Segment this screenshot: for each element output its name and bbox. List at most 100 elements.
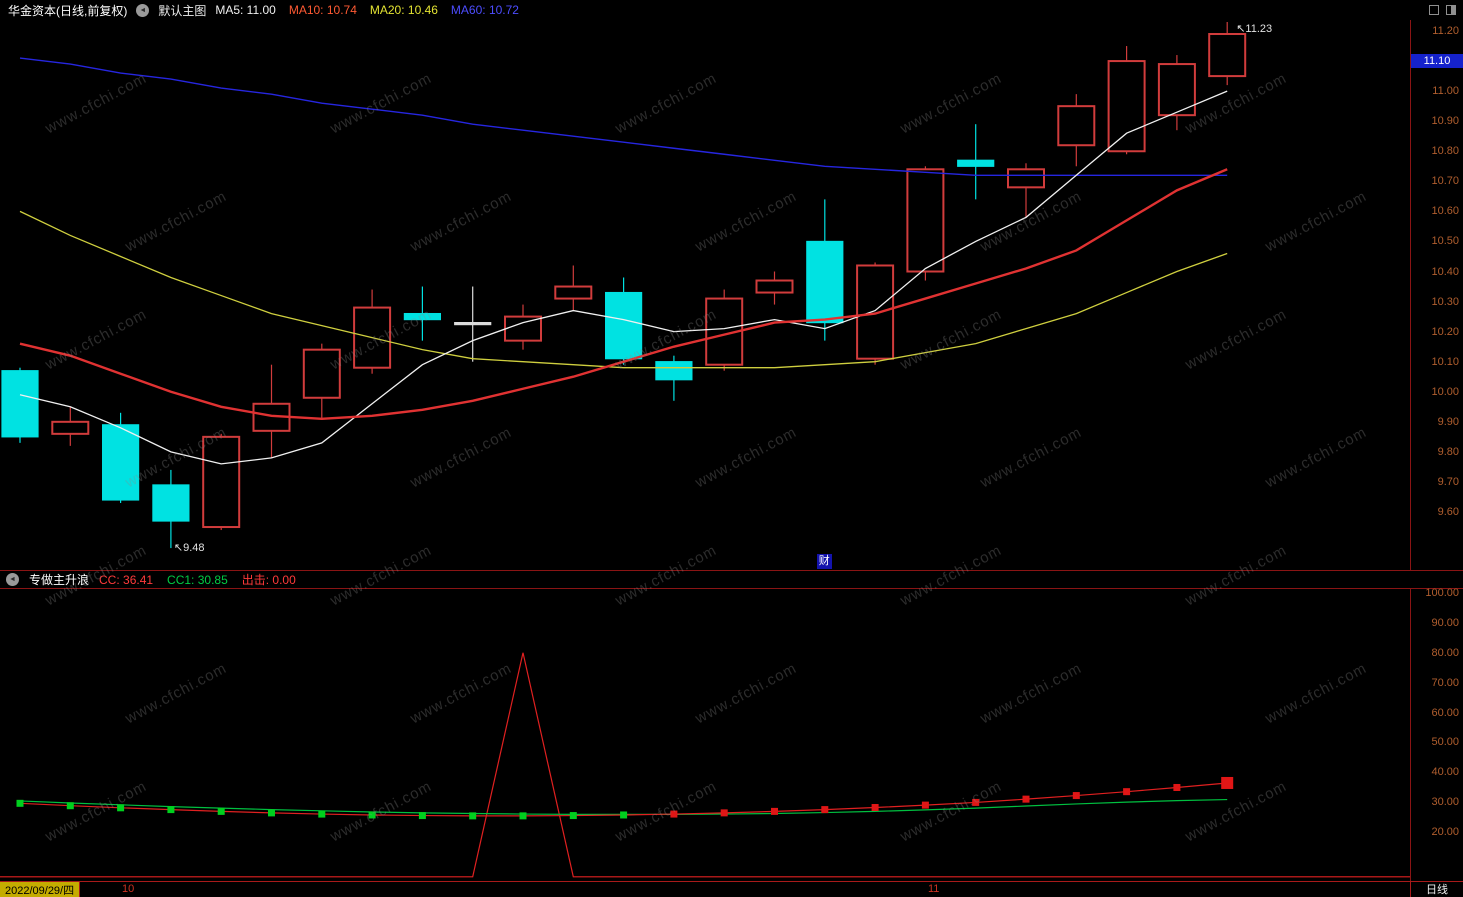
candle [755, 271, 794, 305]
indicator-square [972, 798, 980, 806]
price-axis-label: 10.60 [1431, 205, 1459, 218]
stock-title: 华金资本(日线,前复权) [8, 3, 128, 18]
indicator-title[interactable]: 专做主升浪 [29, 573, 90, 587]
indicator-axis-label: 30.00 [1431, 796, 1459, 809]
price-axis-label: 10.50 [1431, 235, 1459, 248]
main-chart-row: ↖11.23 ↖9.48 财 11.20 11.10 11.00 10.90 10.80 10… [0, 20, 1463, 571]
indicator-square [921, 801, 929, 809]
price-axis-label: 10.10 [1431, 355, 1459, 368]
indicator-square [318, 810, 326, 818]
indicator-square [771, 807, 778, 815]
price-axis-label: 9.70 [1437, 475, 1459, 488]
candle [1157, 55, 1196, 131]
indicator-square [670, 810, 678, 818]
candle [302, 343, 341, 419]
indicator-square [1072, 792, 1080, 800]
indicator-square [368, 811, 376, 819]
price-annotation-low: ↖9.48 [173, 542, 205, 555]
candle [1057, 94, 1096, 167]
indicator-square [66, 802, 74, 810]
last-price-box: 11.10 [1411, 54, 1463, 69]
ma-value-ma5: MA5: 11.00 [215, 3, 276, 17]
price-axis-label: 11.00 [1432, 85, 1459, 98]
timeline-bar: 2022/09/29/四 日线 10 11 [0, 881, 1463, 897]
collapse-main-panel-icon[interactable]: ◄ [136, 3, 150, 17]
indicator-line-cc [19, 782, 1228, 817]
indicator-axis-label: 60.00 [1431, 706, 1459, 719]
price-axis-label: 9.90 [1437, 415, 1459, 428]
indicator-value-chuji: 出击: 0.00 [241, 573, 296, 587]
indicator-square [16, 799, 24, 807]
price-axis-label: 9.60 [1437, 506, 1459, 518]
indicator-axis-label: 90.00 [1431, 616, 1459, 629]
candle [604, 277, 643, 365]
indicator-axis-label: 40.00 [1431, 766, 1459, 779]
ma-line-ma10 [19, 168, 1228, 421]
candlestick-svg [1, 21, 1247, 549]
candle [51, 406, 90, 446]
indicator-square [217, 807, 225, 815]
indicator-axis-label: 50.00 [1431, 736, 1459, 749]
price-axis-label: 10.90 [1431, 115, 1459, 128]
candle [1107, 46, 1146, 155]
candle [454, 286, 492, 362]
indicator-square [418, 812, 426, 820]
ma-line-ma60 [19, 57, 1228, 177]
window-icons [1429, 5, 1456, 15]
candle [554, 265, 593, 311]
indicator-line-chuji [0, 652, 1410, 878]
indicator-square [167, 806, 175, 814]
price-axis-label: 10.80 [1431, 145, 1459, 158]
window-maximize-icon[interactable] [1429, 5, 1439, 15]
candle [957, 124, 995, 200]
month-label: 10 [122, 883, 135, 895]
candle [202, 433, 241, 531]
indicator-square [1221, 776, 1234, 789]
month-label: 11 [928, 883, 940, 895]
price-axis-label: 10.30 [1431, 295, 1459, 308]
indicator-square [268, 809, 275, 817]
main-panel-label[interactable]: 默认主图 [158, 3, 207, 18]
candlestick-chart[interactable]: ↖11.23 ↖9.48 财 [0, 20, 1410, 570]
candle [806, 199, 844, 341]
indicator-square [469, 812, 477, 820]
date-display: 2022/09/29/四 [0, 882, 81, 897]
candle [705, 289, 744, 371]
candle [655, 355, 693, 401]
indicator-axis-label: 80.00 [1431, 646, 1459, 659]
price-axis-label: 10.00 [1431, 385, 1459, 398]
price-annotation-high: ↖11.23 [1236, 23, 1273, 35]
period-selector[interactable]: 日线 [1410, 881, 1463, 897]
price-axis-label: 10.40 [1431, 265, 1459, 278]
indicator-axis-label: 20.00 [1431, 826, 1459, 838]
indicator-value-cc1: CC1: 30.85 [167, 573, 228, 587]
candle [856, 262, 895, 365]
announcement-marker[interactable]: 财 [816, 554, 832, 569]
collapse-arrow-icon: ◄ [139, 6, 147, 14]
candle [1208, 21, 1247, 86]
candle [152, 469, 190, 549]
indicator-chart-row: 100.00 90.00 80.00 70.00 60.00 50.00 40.00 30.0… [0, 587, 1463, 881]
candle [906, 166, 945, 281]
indicator-square [117, 804, 125, 812]
price-axis: 11.20 11.10 11.00 10.90 10.80 10.70 10.60 10.50… [1410, 20, 1463, 570]
main-chart-header: 华金资本(日线,前复权) ◄ 默认主图 MA5: 11.00 MA10: 10.7… [0, 0, 1463, 20]
indicator-square [519, 812, 527, 820]
candle [403, 286, 441, 341]
indicator-square [1123, 788, 1131, 796]
indicator-square [1173, 783, 1181, 791]
collapse-arrow-icon: ◄ [9, 576, 16, 583]
indicator-chart[interactable] [0, 589, 1410, 881]
candle [101, 412, 140, 503]
indicator-axis: 100.00 90.00 80.00 70.00 60.00 50.00 40.00 30.0… [1410, 587, 1463, 881]
ma-value-ma20: MA20: 10.46 [369, 3, 438, 17]
collapse-indicator-panel-icon[interactable]: ◄ [6, 573, 19, 586]
indicator-value-cc: CC: 36.41 [99, 573, 154, 587]
price-axis-label: 9.80 [1437, 445, 1459, 458]
indicator-square [569, 812, 577, 820]
indicator-square [620, 811, 628, 819]
indicator-square [720, 809, 728, 817]
window-split-icon[interactable] [1446, 5, 1456, 15]
indicator-axis-label: 70.00 [1431, 676, 1459, 689]
